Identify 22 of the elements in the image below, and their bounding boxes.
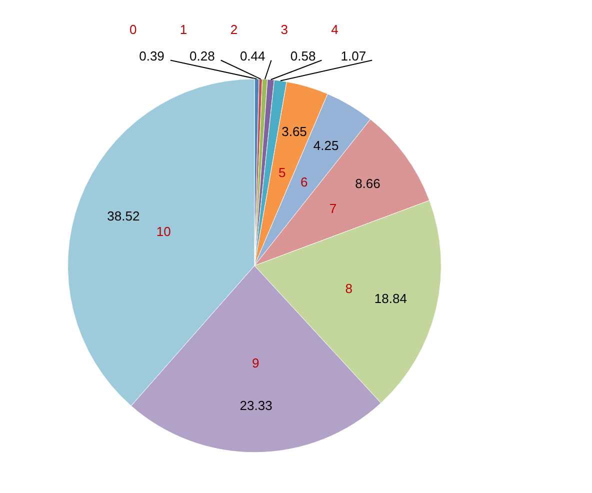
data-label: 0.44 xyxy=(240,48,266,64)
slice-label: 5 xyxy=(278,165,286,180)
data-label: 4.25 xyxy=(313,138,339,153)
slice-label: 9 xyxy=(252,355,260,370)
slice-label: 4 xyxy=(331,22,338,38)
data-label: 0.58 xyxy=(290,48,316,64)
data-label: 8.66 xyxy=(355,176,380,191)
data-label: 18.84 xyxy=(374,290,407,306)
data-label: 23.33 xyxy=(240,398,272,414)
data-label: 38.52 xyxy=(107,208,140,224)
slice-label: 8 xyxy=(345,280,353,296)
slice-label: 0 xyxy=(129,22,137,38)
slice-label: 2 xyxy=(230,22,238,38)
slice-label: 7 xyxy=(329,201,337,216)
slice-label: 1 xyxy=(180,22,188,38)
data-label: 0.39 xyxy=(139,48,164,64)
slice-label: 10 xyxy=(156,224,171,239)
data-label: 0.28 xyxy=(190,48,215,64)
slice-label: 3 xyxy=(280,22,288,38)
data-label: 3.65 xyxy=(282,124,307,139)
data-label: 1.07 xyxy=(340,48,366,64)
slice-label: 6 xyxy=(300,174,308,190)
